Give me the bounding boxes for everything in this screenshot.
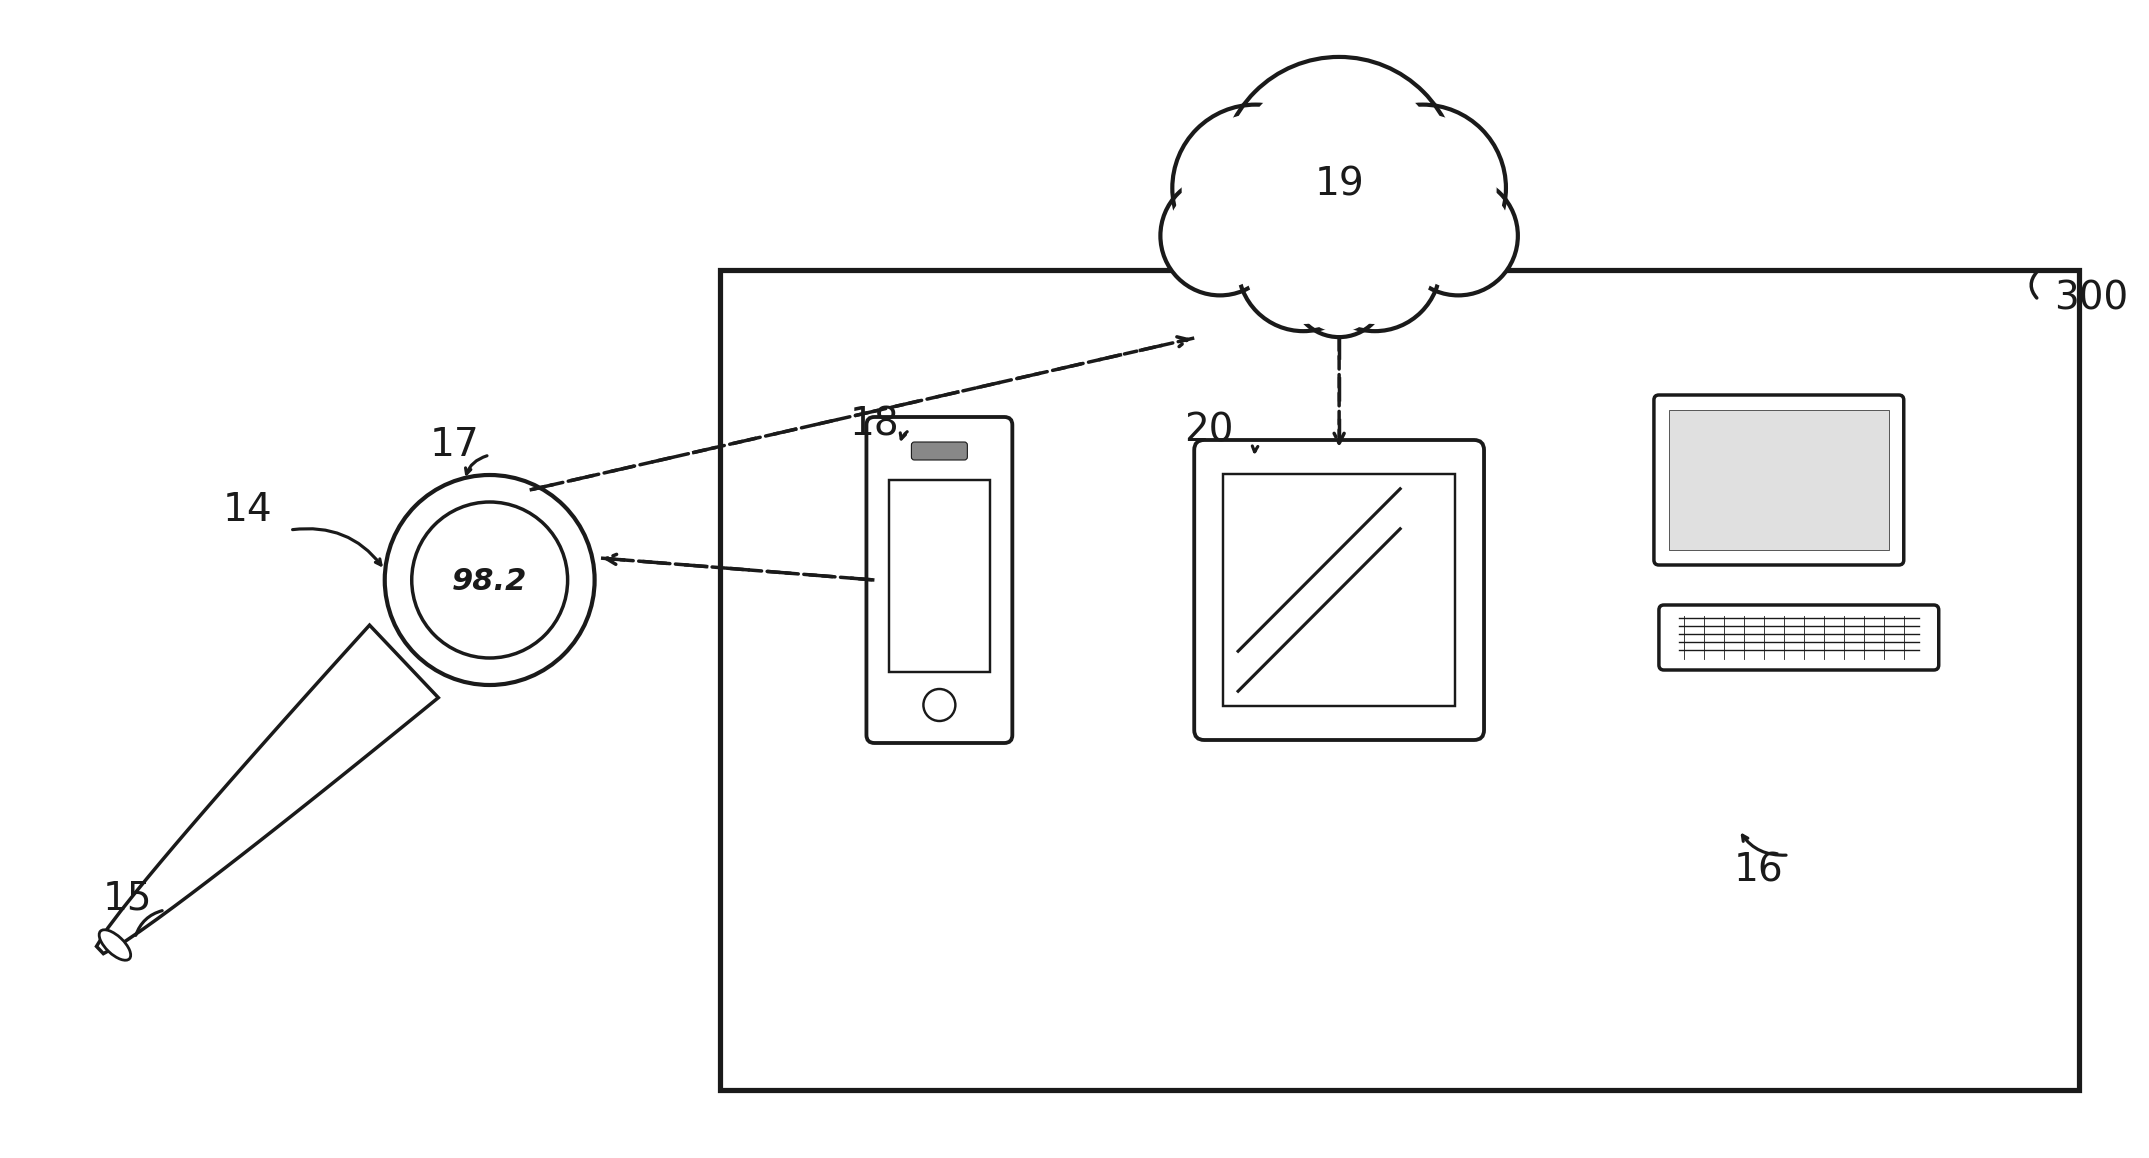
Circle shape	[1160, 176, 1279, 295]
Circle shape	[1298, 248, 1382, 331]
Text: 15: 15	[103, 879, 153, 917]
FancyBboxPatch shape	[911, 442, 967, 460]
Circle shape	[1292, 242, 1386, 337]
Text: 20: 20	[1184, 411, 1234, 449]
FancyBboxPatch shape	[1195, 440, 1485, 740]
Circle shape	[1399, 176, 1517, 295]
FancyBboxPatch shape	[866, 417, 1012, 743]
Circle shape	[1317, 208, 1433, 323]
Polygon shape	[97, 625, 438, 954]
Circle shape	[1182, 115, 1328, 262]
Text: 18: 18	[849, 406, 898, 444]
Circle shape	[1173, 104, 1339, 271]
Bar	[1670, 410, 1889, 550]
Text: 98.2: 98.2	[451, 567, 527, 596]
Text: 19: 19	[1315, 166, 1365, 204]
Circle shape	[1350, 115, 1496, 262]
Circle shape	[924, 689, 956, 721]
Text: 300: 300	[2054, 279, 2128, 317]
Circle shape	[1246, 208, 1360, 323]
Ellipse shape	[99, 930, 131, 960]
Text: 17: 17	[430, 426, 479, 464]
FancyBboxPatch shape	[1659, 604, 1938, 670]
Text: 16: 16	[1734, 851, 1784, 889]
Bar	[720, 270, 2078, 1090]
Bar	[890, 481, 991, 672]
Circle shape	[1167, 183, 1272, 288]
FancyBboxPatch shape	[1655, 395, 1904, 565]
Bar	[1223, 474, 1455, 706]
Circle shape	[1238, 200, 1369, 331]
Circle shape	[1405, 183, 1511, 288]
Circle shape	[1339, 104, 1506, 271]
Circle shape	[385, 475, 595, 686]
Circle shape	[1234, 72, 1444, 281]
Circle shape	[1221, 57, 1459, 295]
Circle shape	[1309, 200, 1440, 331]
Text: 14: 14	[223, 491, 273, 529]
Circle shape	[413, 503, 567, 658]
